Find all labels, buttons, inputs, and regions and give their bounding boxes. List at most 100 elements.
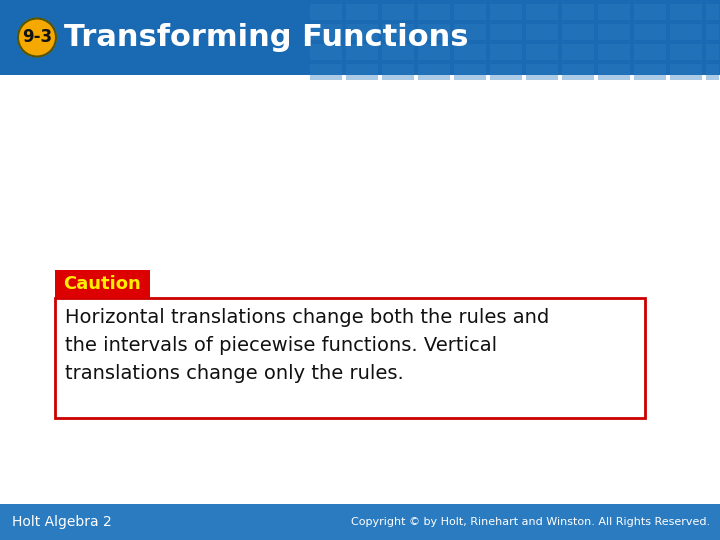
Bar <box>420 508 448 515</box>
Bar <box>308 519 336 526</box>
Bar <box>526 4 558 20</box>
Bar <box>562 24 594 40</box>
Bar <box>418 24 450 40</box>
Bar <box>382 64 414 80</box>
Bar <box>112 519 140 526</box>
Bar <box>634 44 666 60</box>
Bar <box>454 24 486 40</box>
Bar <box>532 508 560 515</box>
Bar <box>616 508 644 515</box>
Bar <box>168 508 196 515</box>
Bar <box>392 508 420 515</box>
Bar <box>616 519 644 526</box>
Bar <box>0 0 720 75</box>
Bar <box>670 44 702 60</box>
Bar <box>490 4 522 20</box>
Bar <box>252 508 280 515</box>
Bar <box>0 508 28 515</box>
Bar <box>280 519 308 526</box>
Bar <box>454 64 486 80</box>
Bar <box>382 44 414 60</box>
Bar <box>490 64 522 80</box>
Bar <box>706 44 719 60</box>
Bar <box>598 44 630 60</box>
Circle shape <box>18 18 56 57</box>
Bar <box>672 519 700 526</box>
Bar <box>448 508 476 515</box>
Bar <box>346 44 378 60</box>
Bar <box>598 4 630 20</box>
Bar <box>84 519 112 526</box>
Bar <box>454 4 486 20</box>
Bar <box>28 519 56 526</box>
Bar <box>490 44 522 60</box>
Bar <box>382 4 414 20</box>
Bar <box>310 4 342 20</box>
Bar <box>382 24 414 40</box>
Bar <box>56 519 84 526</box>
Bar <box>336 508 364 515</box>
Bar <box>588 519 616 526</box>
Bar <box>56 508 84 515</box>
Bar <box>364 508 392 515</box>
Bar <box>252 519 280 526</box>
Bar <box>308 508 336 515</box>
Bar <box>140 519 168 526</box>
Bar <box>706 24 719 40</box>
Text: Copyright © by Holt, Rinehart and Winston. All Rights Reserved.: Copyright © by Holt, Rinehart and Winsto… <box>351 517 710 527</box>
Bar <box>364 519 392 526</box>
Bar <box>280 508 308 515</box>
Bar <box>598 64 630 80</box>
Bar <box>490 24 522 40</box>
Bar <box>476 508 504 515</box>
Bar <box>526 64 558 80</box>
Bar <box>310 44 342 60</box>
Bar <box>112 508 140 515</box>
Bar <box>84 508 112 515</box>
Bar <box>0 504 720 540</box>
Bar <box>346 24 378 40</box>
Bar <box>560 519 588 526</box>
Bar <box>310 24 342 40</box>
Bar <box>532 519 560 526</box>
Bar <box>562 44 594 60</box>
Bar <box>346 64 378 80</box>
Bar <box>634 24 666 40</box>
Bar <box>476 519 504 526</box>
Bar <box>196 508 224 515</box>
Bar <box>310 64 342 80</box>
Bar <box>0 75 720 504</box>
Bar <box>526 44 558 60</box>
Text: Caution: Caution <box>63 275 141 293</box>
Bar <box>196 519 224 526</box>
Bar <box>55 298 645 418</box>
Bar <box>562 4 594 20</box>
Bar <box>644 519 672 526</box>
Bar <box>672 508 700 515</box>
Bar <box>504 519 532 526</box>
Bar <box>140 508 168 515</box>
Bar <box>336 519 364 526</box>
Bar <box>55 270 150 298</box>
Bar <box>418 44 450 60</box>
Bar <box>670 4 702 20</box>
Bar <box>634 64 666 80</box>
Bar <box>392 519 420 526</box>
Bar <box>454 44 486 60</box>
Bar <box>562 64 594 80</box>
Bar <box>560 508 588 515</box>
Bar <box>224 519 252 526</box>
Bar <box>420 519 448 526</box>
Bar <box>588 508 616 515</box>
Bar <box>418 64 450 80</box>
Text: Holt Algebra 2: Holt Algebra 2 <box>12 515 112 529</box>
Bar <box>526 24 558 40</box>
Bar <box>504 508 532 515</box>
Bar <box>418 4 450 20</box>
Bar <box>168 519 196 526</box>
Bar <box>0 519 28 526</box>
Bar <box>346 4 378 20</box>
Text: Horizontal translations change both the rules and
the intervals of piecewise fun: Horizontal translations change both the … <box>65 308 549 383</box>
Text: Transforming Functions: Transforming Functions <box>64 23 469 52</box>
Bar <box>670 24 702 40</box>
